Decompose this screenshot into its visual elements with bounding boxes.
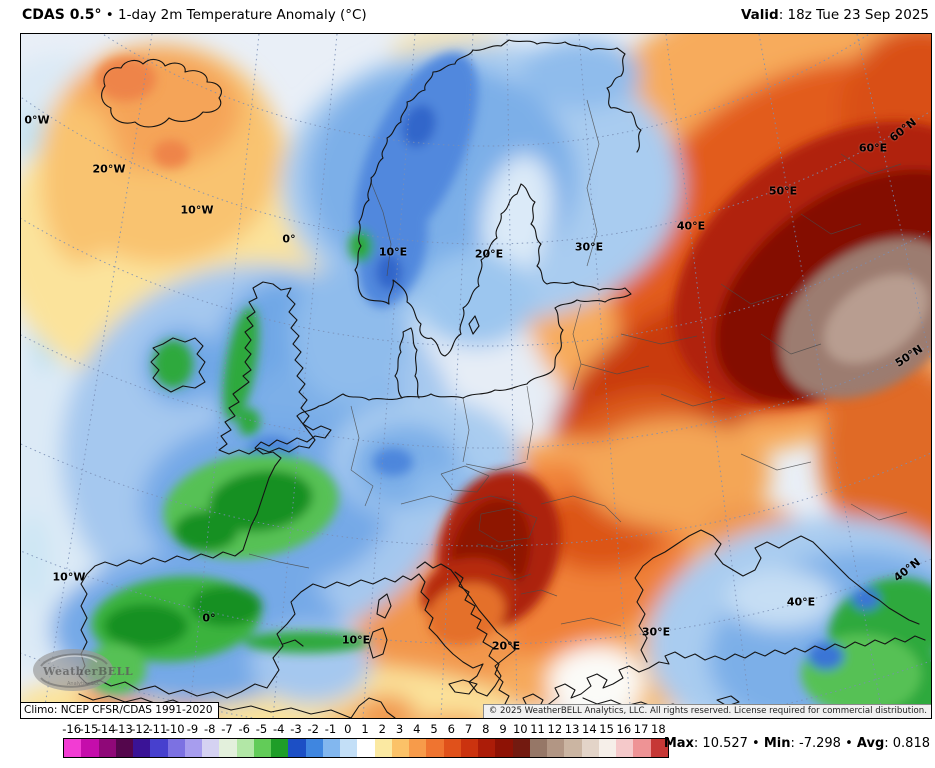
header-bar: CDAS 0.5° • 1-day 2m Temperature Anomaly… bbox=[0, 0, 935, 33]
colorbar-cell bbox=[581, 739, 599, 757]
colorbar-cell bbox=[219, 739, 237, 757]
valid-label: Valid bbox=[740, 7, 779, 23]
svg-text:WeatherBELL: WeatherBELL bbox=[42, 665, 133, 678]
stats-sep-1: • bbox=[747, 736, 764, 751]
colorbar-tick: -1 bbox=[324, 722, 337, 736]
colorbar-tick: 17 bbox=[633, 722, 649, 736]
colorbar-cell bbox=[616, 739, 634, 757]
max-value: : 10.527 bbox=[693, 736, 748, 751]
colorbar-cell bbox=[374, 739, 392, 757]
title-bullet: • bbox=[101, 7, 119, 23]
colorbar-cell bbox=[253, 739, 271, 757]
colorbar-tick: 7 bbox=[464, 722, 473, 736]
map-area: WeatherBELL Analytics LLC 0°W 20°W 10°W 0° 1… bbox=[20, 33, 932, 719]
colorbar-cell bbox=[236, 739, 254, 757]
colorbar-tick: 13 bbox=[564, 722, 580, 736]
colorbar-tick: 3 bbox=[395, 722, 404, 736]
colorbar-tick: -7 bbox=[221, 722, 233, 736]
colorbar-cell bbox=[340, 739, 358, 757]
colorbar-cell bbox=[64, 739, 82, 757]
colorbar-cell bbox=[598, 739, 616, 757]
anomaly-map-svg: WeatherBELL Analytics LLC bbox=[21, 34, 931, 718]
colorbar-tick: 14 bbox=[582, 722, 597, 736]
colorbar-cell bbox=[426, 739, 444, 757]
avg-label: Avg bbox=[856, 736, 885, 751]
colorbar-tick: -8 bbox=[203, 722, 216, 736]
colorbar-cell bbox=[633, 739, 651, 757]
colorbar-tick: -15 bbox=[79, 722, 99, 736]
colorbar-tick: -16 bbox=[62, 722, 82, 736]
colorbar-cell bbox=[529, 739, 547, 757]
valid-time: Valid: 18z Tue 23 Sep 2025 bbox=[741, 7, 929, 23]
colorbar-tick: 16 bbox=[616, 722, 632, 736]
colorbar-tick: -2 bbox=[307, 722, 319, 736]
colorbar-tick-labels: -16 -15 -14 -13 -12 -11 -10 -9 -8 -7 -6 -5 -4 -3 -2 -1 0… bbox=[62, 722, 667, 737]
colorbar-tick: -13 bbox=[113, 722, 133, 736]
colorbar-cell bbox=[409, 739, 427, 757]
min-label: Min bbox=[763, 736, 791, 751]
colorbar-cell bbox=[81, 739, 99, 757]
svg-text:Analytics LLC: Analytics LLC bbox=[67, 681, 101, 687]
min-value: : -7.298 bbox=[790, 736, 841, 751]
colorbar-cell bbox=[150, 739, 168, 757]
colorbar-tick: -6 bbox=[238, 722, 250, 736]
colorbar-tick: 2 bbox=[378, 722, 386, 736]
colorbar-cell bbox=[202, 739, 220, 757]
colorbar-tick: 15 bbox=[599, 722, 614, 736]
colorbar-cell bbox=[288, 739, 306, 757]
colorbar-tick: -12 bbox=[131, 722, 151, 736]
country-borders bbox=[248, 99, 908, 627]
colorbar-cell bbox=[460, 739, 478, 757]
map-title: CDAS 0.5° • 1-day 2m Temperature Anomaly… bbox=[22, 7, 367, 23]
colorbar bbox=[63, 738, 669, 758]
colorbar-tick: -14 bbox=[96, 722, 116, 736]
copyright-note: © 2025 WeatherBELL Analytics, LLC. All r… bbox=[482, 704, 931, 718]
colorbar-tick: 11 bbox=[530, 722, 545, 736]
colorbar-tick: -4 bbox=[272, 722, 285, 736]
colorbar-tick: 4 bbox=[413, 722, 421, 736]
colorbar-cell bbox=[443, 739, 461, 757]
colorbar-cell bbox=[184, 739, 202, 757]
stats-line: Max: 10.527 • Min: -7.298 • Avg: 0.818 bbox=[664, 736, 930, 751]
colorbar-tick: 18 bbox=[651, 722, 666, 736]
colorbar-cell bbox=[495, 739, 513, 757]
avg-value: : 0.818 bbox=[884, 736, 930, 751]
colorbar-tick: 1 bbox=[361, 722, 369, 736]
colorbar-tick: 10 bbox=[512, 722, 528, 736]
title-text: 1-day 2m Temperature Anomaly (°C) bbox=[118, 7, 367, 23]
climo-note: Climo: NCEP CFSR/CDAS 1991-2020 bbox=[21, 702, 219, 718]
colorbar-cell bbox=[478, 739, 496, 757]
colorbar-tick: 0 bbox=[344, 722, 352, 736]
valid-value: : 18z Tue 23 Sep 2025 bbox=[778, 7, 929, 23]
colorbar-tick: -11 bbox=[148, 722, 168, 736]
colorbar-cell bbox=[391, 739, 409, 757]
colorbar-cell bbox=[547, 739, 565, 757]
colorbar-cell bbox=[133, 739, 151, 757]
colorbar-cell bbox=[115, 739, 133, 757]
colorbar-tick: -10 bbox=[165, 722, 185, 736]
colorbar-tick: -5 bbox=[255, 722, 268, 736]
colorbar-cell bbox=[564, 739, 582, 757]
stats-sep-2: • bbox=[840, 736, 857, 751]
colorbar-tick: 9 bbox=[499, 722, 507, 736]
colorbar-cell bbox=[305, 739, 323, 757]
max-label: Max bbox=[663, 736, 694, 751]
colorbar-cell bbox=[271, 739, 289, 757]
colorbar-tick: 12 bbox=[547, 722, 563, 736]
colorbar-cell bbox=[322, 739, 340, 757]
colorbar-tick: -9 bbox=[186, 722, 199, 736]
colorbar-tick: 8 bbox=[482, 722, 490, 736]
weatherbell-logo: WeatherBELL Analytics LLC bbox=[33, 649, 133, 691]
colorbar-cell bbox=[650, 739, 668, 757]
colorbar-tick: 6 bbox=[447, 722, 455, 736]
model-name: CDAS 0.5° bbox=[22, 7, 102, 23]
colorbar-tick: -3 bbox=[290, 722, 302, 736]
colorbar-cell bbox=[167, 739, 185, 757]
colorbar-tick: 5 bbox=[430, 722, 438, 736]
colorbar-cell bbox=[357, 739, 375, 757]
colorbar-cell bbox=[512, 739, 530, 757]
colorbar-cell bbox=[98, 739, 116, 757]
